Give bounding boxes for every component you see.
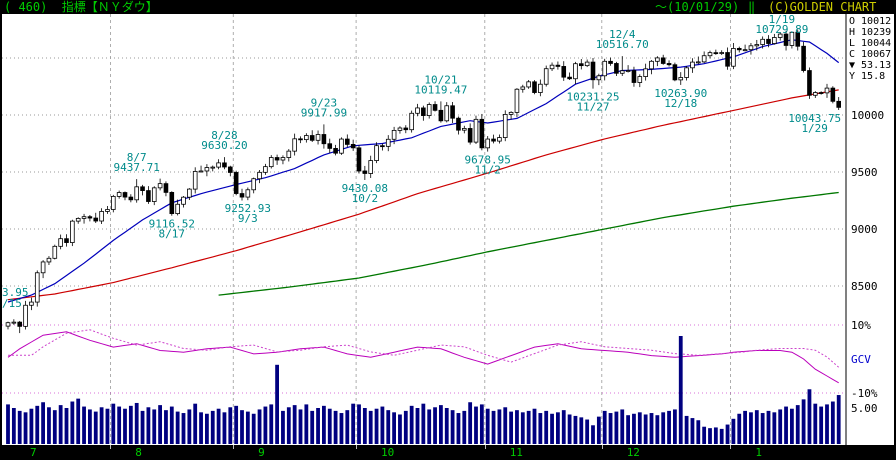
candles-layer xyxy=(5,29,841,334)
month-label-7: 7 xyxy=(30,446,37,459)
svg-text:H 10239: H 10239 xyxy=(849,27,891,38)
svg-text:Y 15.8: Y 15.8 xyxy=(849,71,885,82)
svg-text:9630.20: 9630.20 xyxy=(201,139,247,152)
svg-text:8500: 8500 xyxy=(851,280,878,293)
month-tick xyxy=(601,445,603,449)
svg-text:O 10012: O 10012 xyxy=(849,16,891,27)
grid-layer xyxy=(2,14,846,445)
svg-text:10%: 10% xyxy=(851,319,871,332)
svg-text:10119.47: 10119.47 xyxy=(414,83,467,96)
svg-text:8/17: 8/17 xyxy=(159,228,186,241)
svg-text:9437.71: 9437.71 xyxy=(114,161,160,174)
ma-mid-line xyxy=(7,89,839,301)
svg-text:9500: 9500 xyxy=(851,166,878,179)
ma-short-line xyxy=(7,39,840,303)
ma-long-line xyxy=(218,191,839,296)
oscillator-lines xyxy=(7,329,840,384)
svg-text:10231.25: 10231.25 xyxy=(567,91,620,104)
svg-text:-10%: -10% xyxy=(851,387,878,400)
svg-text:10516.70: 10516.70 xyxy=(596,38,649,51)
svg-text:5.00: 5.00 xyxy=(851,402,878,415)
month-label-8: 8 xyxy=(135,446,142,459)
svg-text:8/7: 8/7 xyxy=(127,151,147,164)
svg-text:1/29: 1/29 xyxy=(801,122,828,135)
date-range: ～(10/01/29) xyxy=(655,0,740,14)
month-label-11: 11 xyxy=(509,446,523,459)
title-bar: ( 460) 指標【ＮＹダウ】 ～(10/01/29) ‖ (C)GOLDEN … xyxy=(0,0,896,14)
svg-text:10/21: 10/21 xyxy=(424,73,457,86)
svg-text:9252.93: 9252.93 xyxy=(225,202,271,215)
svg-text:10000: 10000 xyxy=(851,109,884,122)
svg-text:11/27: 11/27 xyxy=(576,101,609,114)
month-tick xyxy=(233,445,235,449)
svg-text:▼ 53.13: ▼ 53.13 xyxy=(849,60,891,71)
svg-text:9430.08: 9430.08 xyxy=(342,182,388,195)
month-label-10: 10 xyxy=(381,446,395,459)
month-label-9: 9 xyxy=(258,446,265,459)
svg-text:10043.75: 10043.75 xyxy=(788,112,841,125)
svg-text:11/2: 11/2 xyxy=(474,164,501,177)
svg-text:12/18: 12/18 xyxy=(664,97,697,110)
month-tick xyxy=(730,445,732,449)
svg-text:3.95: 3.95 xyxy=(2,286,29,299)
svg-text:GCV: GCV xyxy=(851,353,871,366)
svg-text:C 10067: C 10067 xyxy=(849,49,891,60)
price-axis-labels: 8500 9000 9500 10000 10% GCV -10% 5.00 xyxy=(851,109,884,415)
svg-text:12/4: 12/4 xyxy=(609,28,636,41)
month-label-1: 1 xyxy=(755,446,763,459)
titlebar-separator: ‖ xyxy=(748,0,756,14)
svg-text:9678.95: 9678.95 xyxy=(465,154,511,167)
svg-text:10263.90: 10263.90 xyxy=(654,87,707,100)
svg-text:9917.99: 9917.99 xyxy=(301,106,347,119)
plot-background xyxy=(2,14,894,445)
svg-text:9/3: 9/3 xyxy=(238,212,258,225)
svg-text:9116.52: 9116.52 xyxy=(149,218,195,231)
svg-text:8/28: 8/28 xyxy=(211,129,238,142)
chart-title: ( 460) 指標【ＮＹダウ】 xyxy=(4,0,158,14)
svg-text:9/23: 9/23 xyxy=(311,96,338,109)
copyright-label: (C)GOLDEN CHART xyxy=(768,0,877,14)
svg-text:10/2: 10/2 xyxy=(352,192,379,205)
month-tick xyxy=(484,445,486,449)
volume-bars xyxy=(6,336,841,444)
month-tick xyxy=(356,445,357,449)
svg-text:1/19: 1/19 xyxy=(769,13,796,26)
month-tick xyxy=(110,445,112,449)
month-axis: 7 8 9 10 11 12 1 xyxy=(0,445,896,460)
svg-text:/15: /15 xyxy=(2,297,22,310)
svg-text:L 10044: L 10044 xyxy=(849,38,891,49)
svg-text:10729.89: 10729.89 xyxy=(755,23,808,36)
month-label-12: 12 xyxy=(626,446,640,459)
svg-text:9000: 9000 xyxy=(851,223,878,236)
